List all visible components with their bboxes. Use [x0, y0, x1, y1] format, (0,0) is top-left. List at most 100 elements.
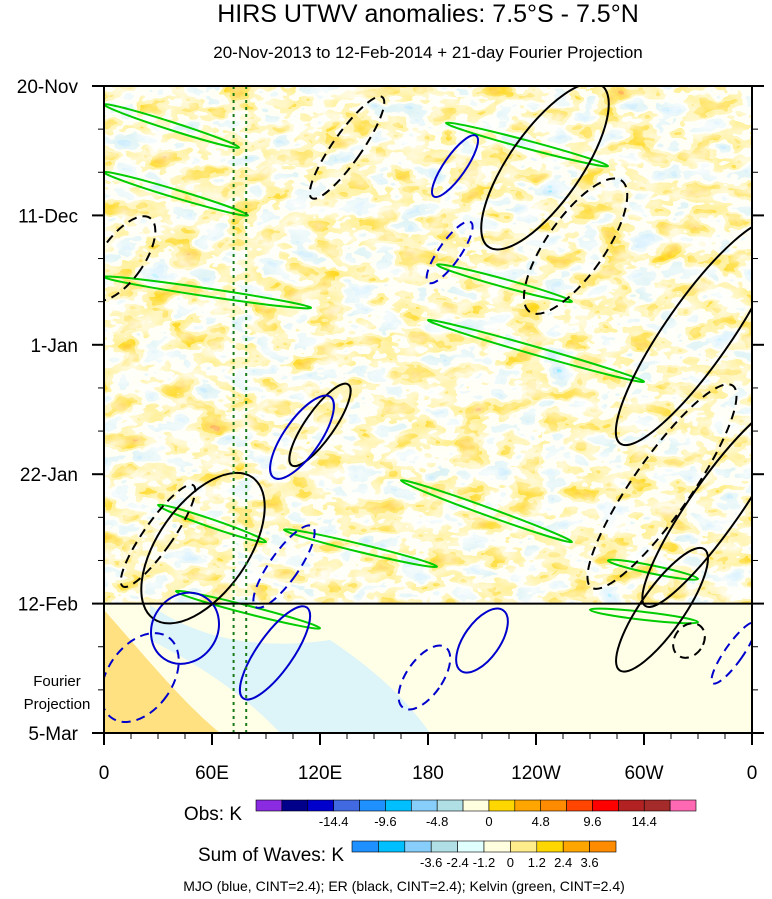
colorbar-tick-label: 2.4: [554, 855, 572, 870]
er-contour: [104, 215, 157, 302]
projection-anomaly-band: [104, 610, 220, 733]
er-contour: [119, 483, 197, 588]
y-tick-label: 20-Nov: [17, 77, 79, 98]
x-tick-label: 0: [99, 763, 110, 784]
colorbar-swatch: [510, 840, 538, 853]
y-axis: 20-Nov 11-Dec 1-Jan 22-Jan 12-Feb 5-Mar: [17, 77, 764, 745]
mjo-contour: [455, 607, 509, 674]
colorbar-swatch: [436, 799, 464, 812]
reference-longitude-layer: [232, 86, 248, 733]
x-tick-label: 0: [747, 763, 758, 784]
colorbar-swatch: [514, 799, 542, 812]
mjo-contour: [431, 134, 479, 199]
colorbar-swatch: [255, 799, 283, 812]
waves-colorbar: -3.6 -2.4 -1.2 0 1.2 2.4 3.6: [351, 840, 617, 870]
colorbar-swatch: [378, 840, 406, 853]
x-tick-label: 60E: [195, 763, 229, 784]
colorbar-swatch: [333, 799, 360, 812]
colorbar-tick-label: 14.4: [632, 814, 657, 829]
colorbar-swatch: [643, 799, 671, 812]
colorbar-swatch: [351, 840, 379, 853]
mjo-contour: [104, 632, 180, 723]
colorbar-swatch: [404, 840, 432, 853]
mjo-contour: [252, 524, 316, 609]
er-contour: [641, 402, 752, 608]
x-tick-label: 180: [412, 763, 444, 784]
colorbar-tick-label: -2.4: [446, 855, 468, 870]
er-contour: [672, 622, 706, 659]
y-tick-label: 11-Dec: [18, 206, 78, 227]
colorbar-swatch: [462, 799, 490, 812]
colorbar-tick-label: -1.2: [473, 855, 495, 870]
colorbar-tick-label: -9.6: [374, 814, 396, 829]
chart-subtitle: 20-Nov-2013 to 12-Feb-2014 + 21-day Four…: [213, 43, 643, 62]
projection-label-line1: Fourier: [33, 673, 81, 690]
colorbar-tick-label: 9.6: [583, 814, 601, 829]
kelvin-contour: [426, 318, 646, 384]
er-wave-layer: [104, 86, 752, 673]
colorbar-swatch: [430, 840, 458, 853]
kelvin-contour: [104, 170, 250, 217]
observed-anomaly-field: [104, 86, 752, 605]
x-tick-label: 120E: [298, 763, 342, 784]
mjo-contour: [710, 621, 752, 685]
colorbar-swatch: [566, 799, 593, 812]
colorbar-swatch: [359, 799, 386, 812]
er-contour: [586, 383, 738, 590]
kelvin-contour: [444, 121, 610, 168]
obs-colorbar: -14.4 -9.6 -4.8 0 4.8 9.6 14.4: [255, 799, 697, 829]
er-contour: [614, 218, 752, 447]
kelvin-contour: [399, 479, 574, 544]
er-contour: [480, 86, 610, 251]
obs-colorbar-label: Obs: K: [184, 804, 242, 825]
colorbar-tick-label: 4.8: [532, 814, 550, 829]
y-tick-label: 22-Jan: [20, 465, 78, 486]
colorbar-swatch: [592, 799, 619, 812]
colorbar-swatch: [307, 799, 334, 812]
colorbar-tick-label: 0: [507, 855, 514, 870]
colorbar-tick-label: -3.6: [420, 855, 442, 870]
colorbar-swatch: [385, 799, 412, 812]
colorbar-swatch: [281, 799, 309, 812]
colorbar-swatch: [562, 840, 590, 853]
er-contour: [308, 95, 386, 200]
colorbar-tick-label: -14.4: [319, 814, 349, 829]
waves-colorbar-label: Sum of Waves: K: [198, 845, 344, 866]
kelvin-contour: [588, 607, 700, 625]
colorbar-tick-label: 3.6: [581, 855, 599, 870]
colorbar-swatch: [618, 799, 645, 812]
colorbar-swatch: [410, 799, 438, 812]
y-tick-label: 1-Jan: [30, 336, 78, 357]
x-axis: 0 60E 120E 180 120W 60W 0: [99, 733, 758, 784]
colorbar-swatch: [457, 840, 485, 853]
mjo-contour: [425, 220, 474, 285]
er-contour: [522, 177, 629, 315]
projection-label-line2: Projection: [24, 696, 91, 713]
y-tick-label: 5-Mar: [28, 724, 78, 745]
er-contour: [288, 382, 352, 468]
mjo-contour: [150, 591, 220, 665]
mjo-contour: [269, 394, 335, 480]
colorbar-swatch: [483, 840, 511, 853]
y-tick-label: 12-Feb: [18, 595, 78, 616]
kelvin-contour: [606, 558, 700, 581]
colorbar-swatch: [669, 799, 697, 812]
kelvin-contour: [282, 528, 439, 569]
projection-anomaly-band-cool: [150, 605, 430, 733]
colorbar-tick-label: 1.2: [528, 855, 546, 870]
kelvin-wave-layer: [104, 103, 700, 630]
chart-title: HIRS UTWV anomalies: 7.5°S - 7.5°N: [217, 0, 639, 28]
colorbar-swatch: [589, 840, 617, 853]
kelvin-contour: [435, 263, 574, 304]
colorbar-tick-label: -4.8: [426, 814, 448, 829]
x-tick-label: 120W: [511, 763, 561, 784]
er-contour: [615, 546, 709, 673]
colorbar-tick-label: 0: [485, 814, 492, 829]
mjo-contour: [238, 605, 312, 701]
colorbar-swatch: [536, 840, 564, 853]
x-tick-label: 60W: [624, 763, 663, 784]
colorbar-swatch: [488, 799, 516, 812]
footer-legend: MJO (blue, CINT=2.4); ER (black, CINT=2.…: [183, 878, 625, 894]
mjo-wave-layer: [104, 134, 752, 723]
